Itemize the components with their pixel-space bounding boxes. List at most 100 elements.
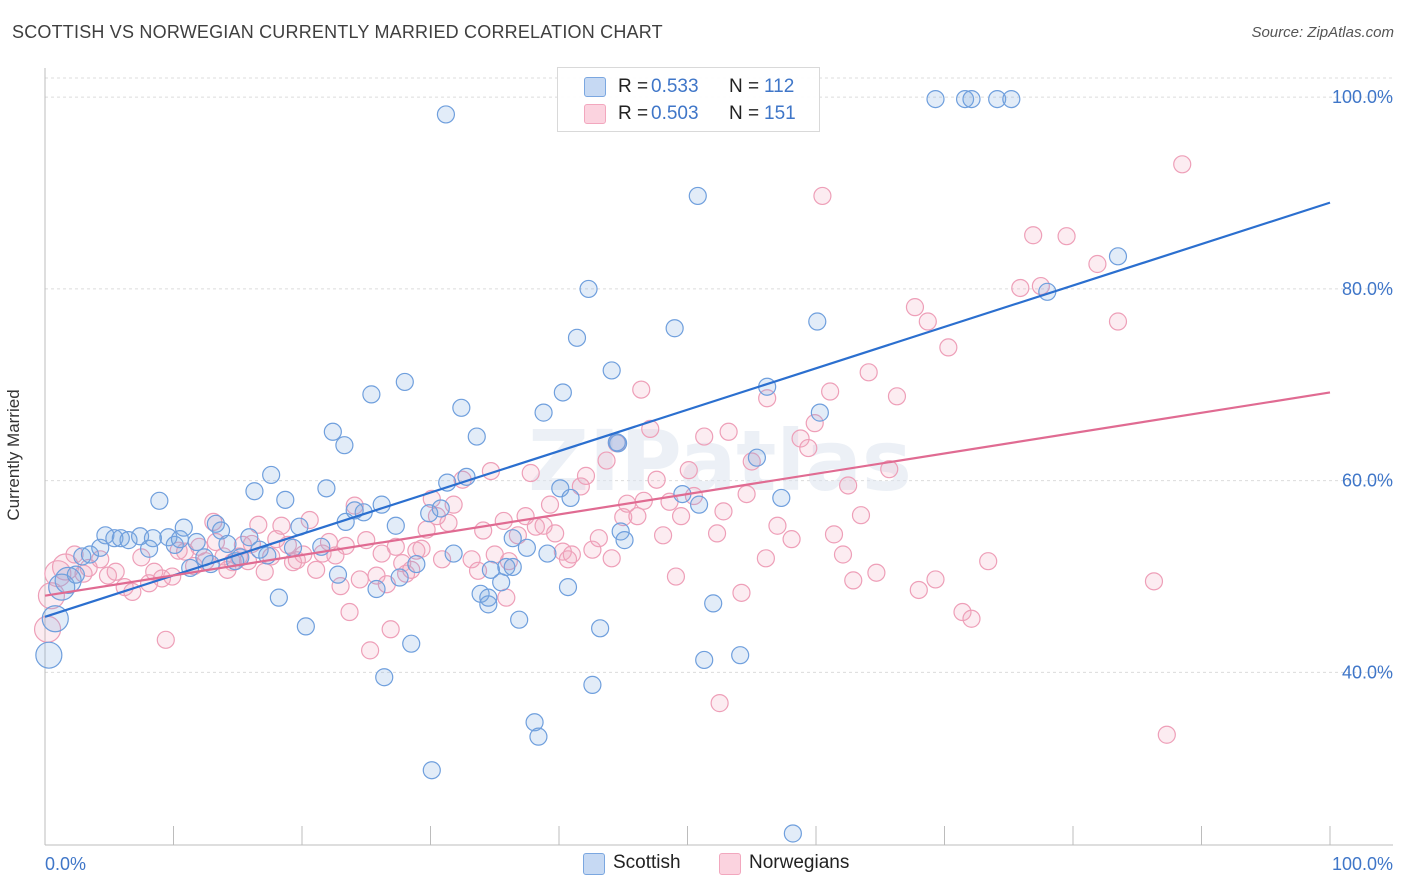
scottish-point (407, 554, 426, 574)
scottish-point (245, 482, 264, 501)
norwegian-point (361, 641, 380, 660)
scottish-point (467, 427, 486, 446)
correlation-box: R = 0.533 N = 112 R = 0.503 N = 151 (557, 67, 820, 132)
scottish-point (955, 89, 975, 109)
scottish-point (444, 544, 463, 563)
y-tick-label: 80.0% (1342, 279, 1393, 299)
r-value: 0.503 (651, 103, 699, 124)
trend-lines (44, 201, 1331, 618)
scottish-point (534, 403, 553, 422)
norwegian-point (707, 524, 727, 543)
scottish-point (390, 568, 409, 587)
scottish-point (607, 433, 626, 452)
scottish-trend-line (44, 201, 1331, 618)
chart-title: SCOTTISH VS NORWEGIAN CURRENTLY MARRIED … (12, 22, 663, 42)
norwegian-point (307, 560, 326, 579)
scottish-point (54, 566, 82, 594)
norwegian-point (880, 460, 899, 479)
norwegian-point (602, 549, 621, 568)
scottish-point (525, 713, 544, 732)
y-tick-label: 60.0% (1342, 471, 1393, 491)
scottish-point (35, 641, 63, 669)
y-tick-label: 40.0% (1342, 662, 1393, 682)
scottish-point (375, 668, 394, 687)
norwegian-point (462, 550, 481, 569)
norwegian-point (336, 536, 355, 555)
r-label: R = (618, 76, 649, 97)
norwegian-point (106, 562, 125, 581)
norwegian-point (732, 583, 751, 602)
scottish-point (452, 398, 471, 417)
norwegian-point (249, 515, 268, 534)
y-tick-label: 100.0% (1332, 87, 1393, 107)
legend-label: Norwegians (749, 852, 850, 873)
scottish-point (602, 361, 621, 380)
norwegian-point (666, 567, 686, 586)
scottish-point (926, 89, 945, 109)
scottish-point (558, 577, 578, 597)
norwegian-point (1173, 155, 1192, 174)
n-label: N = (729, 103, 760, 124)
norwegian-point (145, 562, 164, 581)
scottish-point (1002, 89, 1021, 109)
scottish-point (783, 824, 802, 843)
scottish-point (481, 560, 500, 579)
scottish-point (1108, 247, 1128, 266)
x-tick-label: 0.0% (45, 854, 86, 874)
norwegian-trend-line (44, 391, 1331, 597)
scottish-point (583, 675, 602, 694)
norwegian-point (497, 588, 516, 607)
norwegian-point (468, 561, 488, 580)
norwegian-point (824, 525, 844, 544)
scottish-point (66, 565, 85, 584)
scottish-point (497, 557, 516, 577)
norwegian-point (641, 419, 660, 439)
scottish-point (362, 385, 381, 404)
norwegian-point (756, 549, 775, 568)
norwegian-point (1024, 226, 1043, 245)
scottish-point (276, 490, 295, 509)
norwegian-point (805, 414, 824, 433)
norwegian-point (813, 186, 832, 206)
norwegian-point (1144, 572, 1164, 591)
correlation-row-norwegians: R = 0.503 N = 151 (558, 101, 819, 127)
norwegian-point (576, 466, 596, 485)
scottish-point (772, 488, 791, 508)
norwegian-point (331, 577, 350, 596)
norwegian-point (540, 495, 560, 514)
scottish-point (80, 545, 100, 564)
norwegian-point (695, 427, 714, 446)
scottish-point (457, 467, 476, 486)
scottish-point (187, 532, 206, 552)
norwegian-point (393, 554, 412, 573)
norwegian-point (1011, 278, 1030, 298)
scottish-swatch (584, 77, 606, 97)
scottish-point (695, 650, 714, 670)
scottish-point (335, 436, 354, 455)
norwegian-point (386, 537, 405, 556)
scottish-point (609, 434, 628, 453)
scottish-point (503, 529, 522, 548)
norwegian-point (799, 438, 818, 458)
scottish-point (492, 573, 511, 592)
norwegian-point (562, 545, 581, 564)
y-axis-label: Currently Married (4, 389, 23, 521)
norwegian-point (597, 451, 616, 470)
scottish-point (503, 557, 522, 577)
scottish-point (615, 531, 634, 550)
norwegian-point (647, 470, 666, 489)
norwegian-point (710, 694, 729, 713)
legend-label: Scottish (613, 852, 681, 873)
norwegian-point (859, 363, 878, 382)
scottish-point (567, 328, 587, 347)
scottish-point (962, 89, 981, 109)
norwegian-point (867, 563, 886, 582)
tick-labels: 40.0% 60.0% 80.0% 100.0% 0.0% 100.0% (45, 87, 1393, 874)
norwegian-point (979, 552, 998, 571)
norwegian-point (272, 516, 291, 535)
scottish-point (367, 579, 386, 599)
r-label: R = (618, 103, 649, 124)
norwegian-point (768, 516, 787, 535)
norwegian-point (962, 609, 981, 628)
norwegian-point (782, 530, 801, 549)
